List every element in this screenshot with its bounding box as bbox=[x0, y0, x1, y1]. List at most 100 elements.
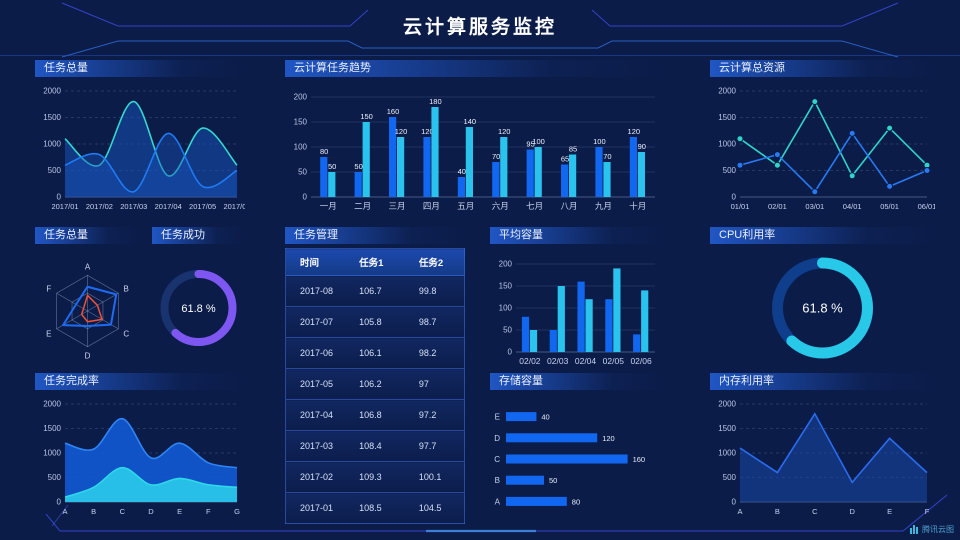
avg-capacity-bar-chart: 0 50 100 150 200 02/02 02/03 02/04 02/05 02/06 bbox=[499, 260, 655, 366]
svg-text:100: 100 bbox=[499, 304, 513, 313]
svg-text:2000: 2000 bbox=[718, 87, 736, 96]
table-cell: 108.4 bbox=[345, 430, 405, 462]
table-cell: 106.8 bbox=[345, 399, 405, 431]
svg-text:120: 120 bbox=[498, 127, 511, 136]
svg-text:40: 40 bbox=[458, 167, 466, 176]
svg-text:01/01: 01/01 bbox=[731, 202, 750, 211]
svg-text:80: 80 bbox=[320, 147, 328, 156]
table-cell: 2017-08 bbox=[285, 275, 346, 307]
table-header: 时间 任务1 任务2 bbox=[285, 248, 465, 276]
panel-title: 云计算任务趋势 bbox=[285, 60, 665, 77]
svg-text:A: A bbox=[495, 497, 501, 506]
memory-line-chart: 0 500 1000 1500 2000 A B C D E F bbox=[718, 400, 930, 517]
svg-text:0: 0 bbox=[732, 498, 737, 507]
svg-text:二月: 二月 bbox=[354, 201, 371, 211]
svg-text:D: D bbox=[148, 507, 154, 516]
svg-text:02/01: 02/01 bbox=[768, 202, 787, 211]
svg-text:2017/03: 2017/03 bbox=[120, 202, 147, 211]
svg-text:120: 120 bbox=[602, 434, 615, 443]
table-cell: 2017-03 bbox=[285, 430, 346, 462]
svg-text:C: C bbox=[123, 329, 129, 338]
table-cell: 106.1 bbox=[345, 337, 405, 369]
svg-text:D: D bbox=[85, 352, 91, 361]
total-resource-line-chart: 0 500 1000 1500 2000 01/01 02/01 03/01 04/01 05/0… bbox=[718, 87, 935, 212]
svg-text:B: B bbox=[124, 285, 129, 294]
svg-text:0: 0 bbox=[508, 348, 513, 357]
panel-task-manage: 任务管理 时间 任务1 任务2 2017-08 106.7 99.8 2017-07 105… bbox=[285, 227, 465, 524]
table-header-cell: 时间 bbox=[285, 248, 346, 276]
brand-watermark: 腾讯云图 bbox=[910, 524, 954, 535]
svg-text:1000: 1000 bbox=[718, 449, 736, 458]
svg-text:A: A bbox=[62, 507, 67, 516]
svg-text:70: 70 bbox=[492, 152, 500, 161]
table-cell: 98.7 bbox=[404, 306, 465, 338]
svg-text:G: G bbox=[234, 507, 240, 516]
svg-text:500: 500 bbox=[723, 166, 737, 175]
svg-text:C: C bbox=[812, 507, 818, 516]
svg-text:100: 100 bbox=[593, 137, 606, 146]
panel-total-resource: 云计算总资源 0 500 1000 1500 2000 01/01 02/01 03/01 04… bbox=[710, 60, 935, 215]
svg-text:50: 50 bbox=[354, 162, 362, 171]
panel-title: 任务总量 bbox=[35, 60, 245, 77]
svg-text:四月: 四月 bbox=[423, 201, 440, 211]
svg-text:七月: 七月 bbox=[526, 201, 543, 211]
task-table: 时间 任务1 任务2 2017-08 106.7 99.8 2017-07 105.8 98.… bbox=[285, 248, 465, 524]
task-complete-area-chart: 0 500 1000 1500 2000 A B C D E F G bbox=[43, 400, 240, 517]
table-cell: 98.2 bbox=[404, 337, 465, 369]
table-cell: 97.7 bbox=[404, 430, 465, 462]
table-cell: 97.2 bbox=[404, 399, 465, 431]
svg-text:F: F bbox=[206, 507, 211, 516]
table-row: 2017-08 106.7 99.8 bbox=[285, 275, 465, 307]
svg-text:150: 150 bbox=[360, 112, 373, 121]
svg-text:02/05: 02/05 bbox=[603, 356, 625, 366]
panel-memory: 内存利用率 0 500 1000 1500 2000 A B C D E F bbox=[710, 373, 935, 520]
svg-text:1000: 1000 bbox=[43, 449, 61, 458]
svg-text:F: F bbox=[46, 285, 51, 294]
svg-text:1000: 1000 bbox=[718, 140, 736, 149]
task-total-radar-chart: A B C D E F bbox=[46, 262, 129, 361]
table-row: 2017-04 106.8 97.2 bbox=[285, 399, 465, 431]
svg-text:2017/02: 2017/02 bbox=[86, 202, 113, 211]
svg-text:140: 140 bbox=[464, 117, 477, 126]
page-title: 云计算服务监控 bbox=[402, 17, 557, 38]
svg-text:02/06: 02/06 bbox=[630, 356, 652, 366]
svg-text:E: E bbox=[887, 507, 892, 516]
svg-text:04/01: 04/01 bbox=[843, 202, 862, 211]
panel-title: 内存利用率 bbox=[710, 373, 935, 390]
panel-cpu-usage: CPU利用率 61.8 % bbox=[710, 227, 935, 370]
table-row: 2017-07 105.8 98.7 bbox=[285, 306, 465, 338]
svg-text:2000: 2000 bbox=[43, 87, 61, 96]
svg-text:0: 0 bbox=[57, 498, 62, 507]
svg-text:1500: 1500 bbox=[718, 113, 736, 122]
svg-text:2000: 2000 bbox=[718, 400, 736, 409]
svg-text:2000: 2000 bbox=[43, 400, 61, 409]
svg-text:50: 50 bbox=[549, 476, 557, 485]
svg-text:61.8 %: 61.8 % bbox=[802, 301, 843, 316]
svg-text:160: 160 bbox=[633, 455, 646, 464]
panel-title: 任务管理 bbox=[285, 227, 465, 244]
svg-text:160: 160 bbox=[387, 107, 400, 116]
panel-storage: 存储容量 E 40 D 120 C 160 B 50 A 80 bbox=[490, 373, 665, 520]
table-cell: 109.3 bbox=[345, 461, 405, 493]
table-cell: 106.2 bbox=[345, 368, 405, 400]
table-cell: 2017-01 bbox=[285, 492, 346, 524]
svg-text:120: 120 bbox=[421, 127, 434, 136]
table-row: 2017-05 106.2 97 bbox=[285, 368, 465, 400]
table-row: 2017-06 106.1 98.2 bbox=[285, 337, 465, 369]
svg-text:50: 50 bbox=[328, 162, 336, 171]
panel-title: CPU利用率 bbox=[710, 227, 935, 244]
svg-text:05/01: 05/01 bbox=[880, 202, 899, 211]
svg-text:八月: 八月 bbox=[560, 201, 577, 211]
panel-title: 任务成功 bbox=[152, 227, 245, 244]
panel-title: 平均容量 bbox=[490, 227, 665, 244]
svg-text:02/02: 02/02 bbox=[519, 356, 541, 366]
svg-text:200: 200 bbox=[294, 93, 308, 102]
svg-text:B: B bbox=[91, 507, 96, 516]
frame-top-line-2 bbox=[61, 40, 899, 58]
table-cell: 104.5 bbox=[404, 492, 465, 524]
svg-text:50: 50 bbox=[298, 168, 307, 177]
table-cell: 108.5 bbox=[345, 492, 405, 524]
svg-text:F: F bbox=[925, 507, 930, 516]
table-cell: 2017-06 bbox=[285, 337, 346, 369]
svg-text:500: 500 bbox=[48, 166, 62, 175]
